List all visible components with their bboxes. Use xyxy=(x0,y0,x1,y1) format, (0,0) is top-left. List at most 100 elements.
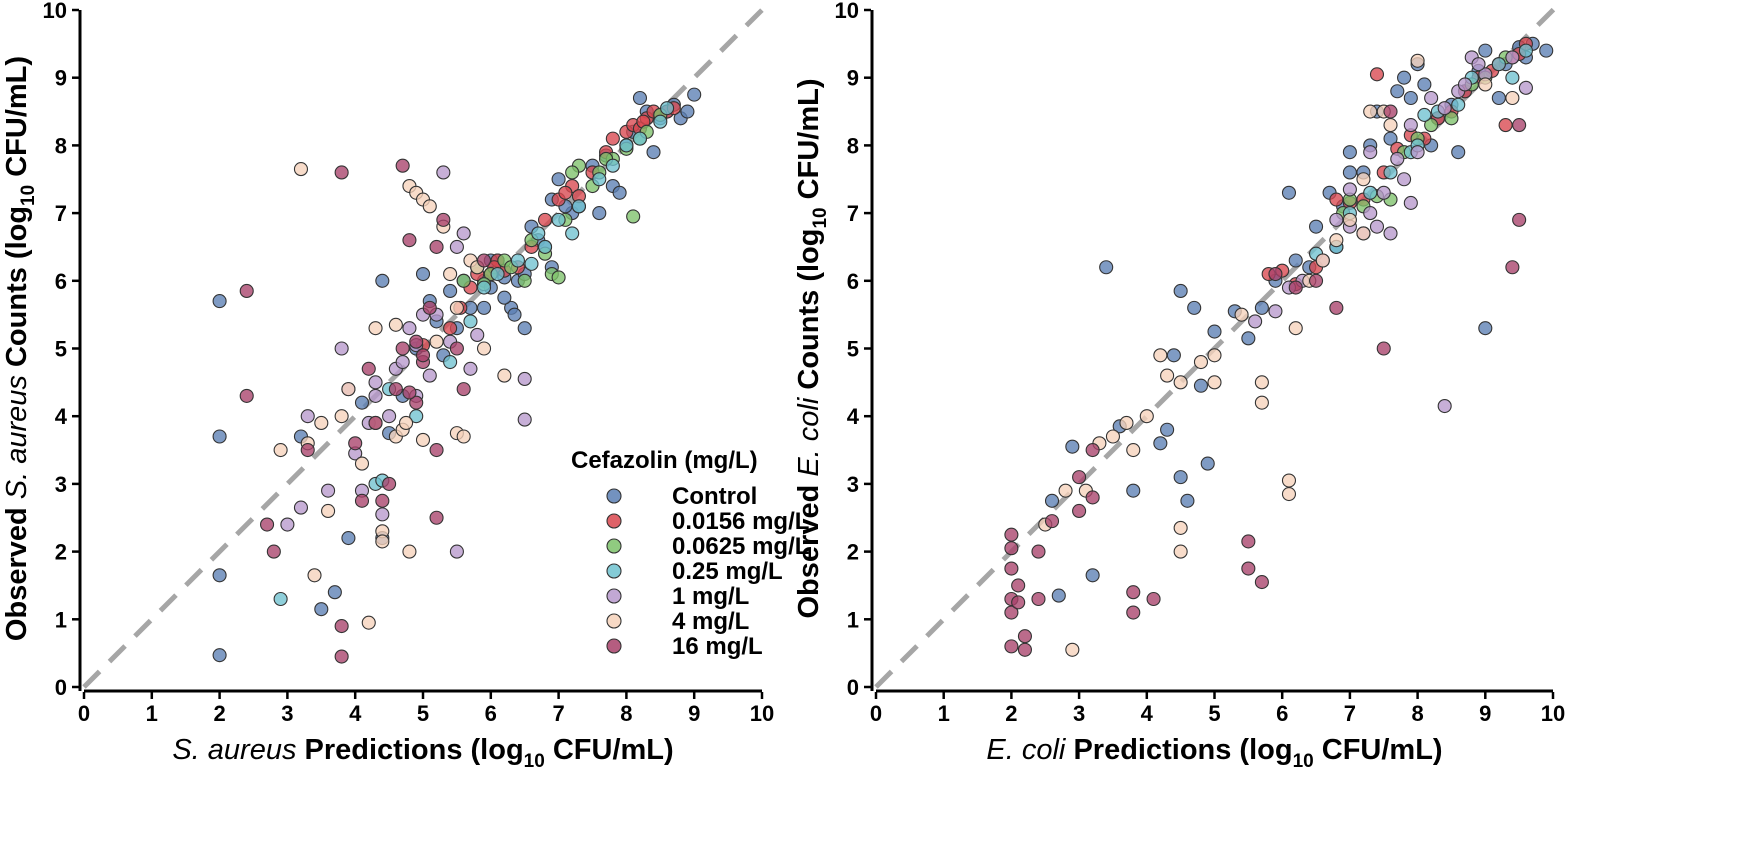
data-point xyxy=(443,266,458,282)
data-point xyxy=(653,114,668,129)
data-point xyxy=(1451,145,1466,160)
x-axis-title: S. aureus Predictions (log10 CFU/mL) xyxy=(172,734,673,772)
data-point xyxy=(1166,348,1181,363)
data-point xyxy=(1356,226,1371,241)
x-axis-title: E. coli Predictions (log10 CFU/mL) xyxy=(986,734,1442,772)
data-point xyxy=(1004,561,1019,576)
data-point xyxy=(1072,470,1087,485)
data-point xyxy=(476,341,492,356)
data-point xyxy=(1146,591,1161,607)
data-point xyxy=(1281,185,1297,200)
data-point xyxy=(1011,595,1026,610)
data-point xyxy=(354,456,370,471)
x-tick-label: 4 xyxy=(349,701,362,726)
x-axis-title-text: Predictions (log xyxy=(296,734,523,766)
data-point xyxy=(1254,375,1269,390)
data-point xyxy=(456,273,471,288)
x-tick-label: 2 xyxy=(1005,701,1017,726)
data-point xyxy=(314,415,329,431)
data-point xyxy=(368,375,383,390)
data-point xyxy=(402,544,417,559)
x-axis-title-units: CFU/mL) xyxy=(1314,734,1443,766)
data-point xyxy=(565,226,580,241)
data-point xyxy=(1512,212,1527,227)
data-point xyxy=(632,90,648,106)
y-tick-label: 8 xyxy=(55,133,67,158)
y-tick-label: 7 xyxy=(847,201,859,226)
data-point xyxy=(436,165,451,180)
data-point xyxy=(612,185,627,200)
legend-key xyxy=(606,563,622,579)
x-tick-label: 5 xyxy=(417,701,429,726)
data-point xyxy=(409,334,424,349)
data-point xyxy=(348,436,363,451)
y-axis-title: Observed E. coli Counts (log10 CFU/mL) xyxy=(793,79,831,619)
data-point xyxy=(1451,97,1466,112)
data-point xyxy=(1268,304,1283,319)
data-point xyxy=(402,233,417,248)
data-point xyxy=(321,503,336,519)
data-point xyxy=(517,273,532,288)
data-point xyxy=(1376,185,1391,200)
data-point xyxy=(497,368,512,383)
data-point xyxy=(1200,456,1215,471)
data-point xyxy=(510,253,525,268)
data-point xyxy=(1342,182,1357,197)
data-point xyxy=(1424,118,1439,133)
data-point xyxy=(551,172,566,187)
data-point xyxy=(1193,378,1209,393)
data-point xyxy=(1376,341,1391,356)
data-point xyxy=(1363,104,1378,119)
data-point xyxy=(443,354,458,370)
data-point xyxy=(571,199,586,214)
data-point xyxy=(1119,415,1134,431)
y-tick-label: 6 xyxy=(55,269,67,294)
y-tick-label: 10 xyxy=(43,0,67,23)
data-point xyxy=(1011,578,1026,593)
data-point xyxy=(388,382,403,397)
y-tick-label: 10 xyxy=(835,0,859,23)
data-point xyxy=(334,341,349,356)
data-point xyxy=(1512,118,1527,133)
data-point xyxy=(395,158,410,173)
data-point xyxy=(1403,90,1418,106)
data-point xyxy=(1403,118,1418,133)
data-point xyxy=(1193,354,1209,370)
data-point xyxy=(273,591,288,607)
data-point xyxy=(1004,639,1019,654)
x-tick-label: 0 xyxy=(78,701,90,726)
data-point xyxy=(1417,77,1432,92)
data-point xyxy=(1234,307,1249,322)
data-point xyxy=(1065,642,1080,657)
y-tick-label: 5 xyxy=(847,337,859,362)
legend-key xyxy=(606,538,622,554)
data-point xyxy=(1437,101,1452,116)
data-point xyxy=(415,348,431,363)
data-point xyxy=(1390,151,1405,166)
data-point xyxy=(1105,429,1120,444)
data-point xyxy=(1031,544,1046,559)
data-point xyxy=(1241,534,1256,549)
data-point xyxy=(537,239,553,254)
data-point xyxy=(551,270,566,285)
data-point xyxy=(334,165,349,180)
y-axis-title: Observed S. aureus Counts (log10 CFU/mL) xyxy=(1,56,39,641)
data-point xyxy=(1017,629,1032,644)
data-point xyxy=(212,429,227,444)
data-point xyxy=(1004,527,1019,542)
data-point xyxy=(334,409,349,424)
x-tick-label: 4 xyxy=(1141,701,1154,726)
legend-label: 1 mg/L xyxy=(672,583,749,610)
y-tick-label: 4 xyxy=(847,404,860,429)
data-point xyxy=(605,158,620,173)
x-tick-label: 1 xyxy=(938,701,950,726)
data-point xyxy=(266,544,281,559)
legend-title: Cefazolin (mg/L) xyxy=(571,447,758,474)
data-point xyxy=(1363,145,1378,160)
legend-label: 0.25 mg/L xyxy=(672,558,783,585)
data-point xyxy=(293,162,309,177)
data-point xyxy=(1315,253,1330,268)
